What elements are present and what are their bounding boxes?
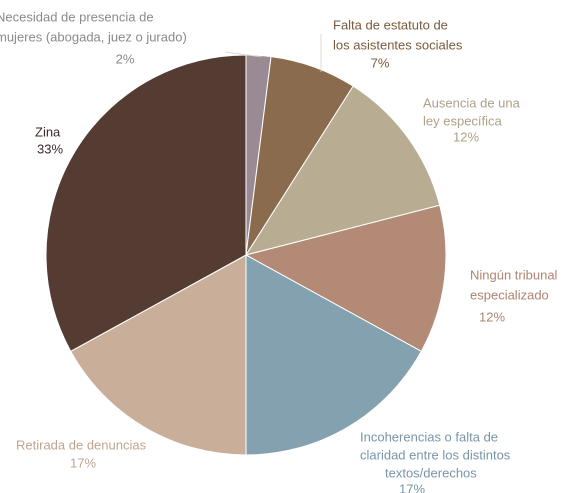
- slice-label: textos/derechos: [385, 465, 477, 480]
- labels: Necesidad de presencia de mujeres (abogad…: [0, 9, 558, 493]
- slice-label: especializado: [470, 287, 549, 302]
- value-label: 12%: [479, 309, 505, 324]
- pie-slice: [244, 204, 447, 353]
- value-label: 17%: [70, 455, 96, 470]
- slice-label: Necesidad de presencia de: [0, 9, 154, 24]
- slice-label: Falta de estatuto de: [333, 17, 448, 32]
- slice-label: ley específica: [423, 113, 503, 128]
- value-label: 33%: [37, 141, 63, 156]
- slice-label: los asistentes sociales: [333, 37, 463, 52]
- pie-slice: [244, 85, 441, 256]
- slice-label: Ningún tribunal: [470, 267, 558, 282]
- value-label: 7%: [371, 55, 390, 70]
- pie: [45, 54, 447, 456]
- value-label: 12%: [453, 129, 479, 144]
- slice-label: Incoherencias o falta de: [360, 429, 498, 444]
- leader-line: [224, 51, 263, 58]
- slice-label: claridad entre los distintos: [360, 447, 511, 462]
- pie-slice: [245, 254, 422, 456]
- pie-slice: [45, 54, 247, 353]
- leader-lines: [224, 34, 322, 72]
- pie-slice: [70, 254, 247, 456]
- slice-label: mujeres (abogada, juez o jurado): [0, 29, 187, 44]
- slice-label: Zina: [35, 124, 61, 139]
- slice-label: Retirada de denuncias: [16, 437, 147, 452]
- slice-label: Ausencia de una: [423, 95, 521, 110]
- value-label: 17%: [399, 481, 425, 493]
- value-label: 2%: [116, 51, 135, 66]
